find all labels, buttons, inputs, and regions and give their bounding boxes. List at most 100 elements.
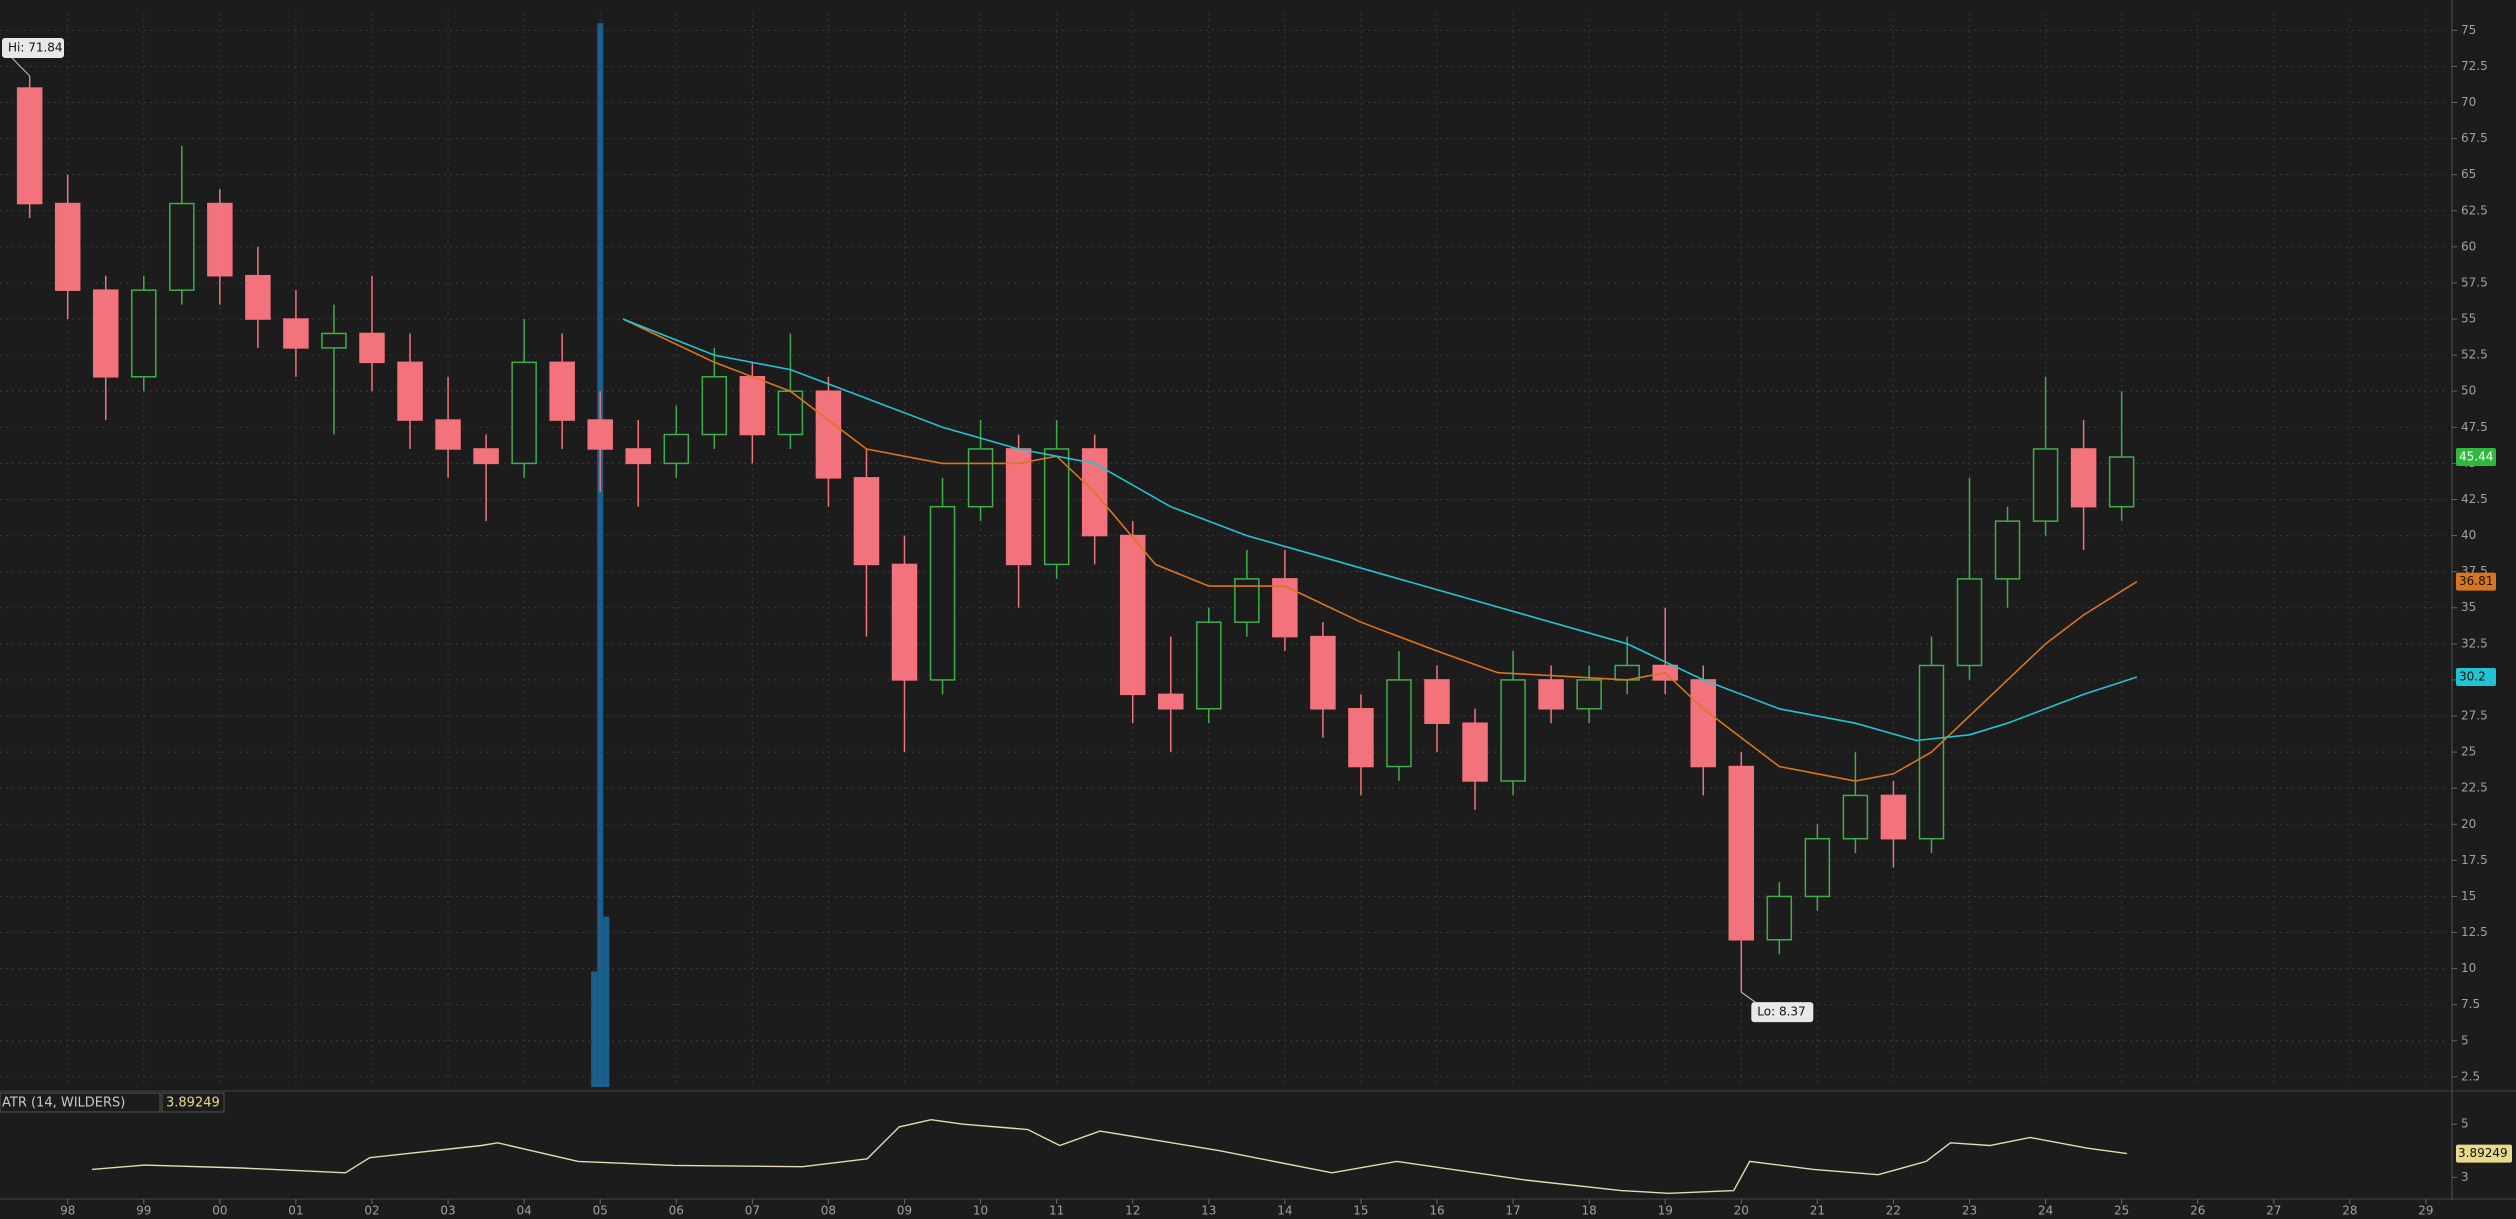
y-tick-label: 27.5: [2461, 709, 2488, 723]
candle-body: [701, 376, 728, 436]
volume-bar: [591, 971, 598, 1087]
x-tick-label: 04: [516, 1204, 531, 1218]
candle-body: [473, 448, 499, 465]
candle-body: [397, 361, 423, 421]
candle-body: [131, 289, 157, 378]
candle-body: [1804, 837, 1831, 898]
x-tick-label: 10: [973, 1204, 988, 1218]
moving-average-line: [622, 318, 2138, 742]
x-tick-label: 24: [2038, 1204, 2053, 1218]
candle-body: [929, 505, 956, 681]
candle-body: [1386, 679, 1412, 768]
candle-body: [739, 376, 766, 436]
candle-body: [359, 332, 385, 364]
candle-body: [1994, 520, 2021, 580]
candle-body: [1462, 722, 1488, 782]
y-tick-label: 65: [2461, 167, 2476, 181]
y-tick-label: 70: [2461, 95, 2476, 109]
atr-marker-label: 3.89249: [2458, 1146, 2508, 1160]
annotation: Hi: 71.84: [8, 40, 63, 54]
y-tick-label: 40: [2461, 528, 2476, 542]
x-tick-label: 18: [1582, 1204, 1597, 1218]
candle-body: [1157, 693, 1184, 710]
candle-body: [1880, 794, 1907, 840]
candle-body: [1538, 679, 1564, 710]
x-tick-label: 22: [1886, 1204, 1901, 1218]
volume-bar: [603, 916, 610, 1087]
candle-body: [1766, 895, 1793, 941]
candle-body: [245, 274, 271, 320]
atr-value-box: [161, 1092, 225, 1113]
candle-body: [663, 433, 690, 465]
x-tick-label: 98: [60, 1204, 75, 1218]
y-tick-label: 7.5: [2461, 997, 2480, 1011]
candle-body: [54, 202, 81, 291]
candle-body: [1728, 765, 1755, 941]
annotation-box: [2, 37, 64, 58]
candle-body: [511, 361, 537, 465]
x-tick-label: 28: [2342, 1204, 2357, 1218]
y-tick-label: 42.5: [2461, 492, 2488, 506]
atr-title: ATR (14, WILDERS): [2, 1096, 125, 1111]
y-tick-label: 57.5: [2461, 275, 2488, 289]
price-marker-label: 36.81: [2459, 574, 2493, 588]
atr-title-box: [0, 1092, 161, 1113]
atr-tick-label: 5: [2461, 1117, 2469, 1131]
candle-body: [1576, 679, 1602, 710]
candle-body: [1005, 448, 1032, 566]
y-tick-label: 17.5: [2461, 853, 2488, 867]
annotation-leader: [1740, 991, 1756, 1003]
x-tick-label: 03: [440, 1204, 455, 1218]
y-tick-label: 67.5: [2461, 131, 2488, 145]
y-tick-label: 5: [2461, 1033, 2469, 1047]
candle-body: [321, 332, 347, 349]
candle-body: [1956, 578, 1983, 667]
y-tick-label: 75: [2461, 23, 2476, 37]
atr-tick-label: 3: [2461, 1170, 2469, 1184]
x-tick-label: 25: [2114, 1204, 2129, 1218]
candle-body: [1424, 679, 1450, 724]
y-tick-label: 50: [2461, 384, 2476, 398]
annotation: Lo: 8.37: [1757, 1005, 1805, 1019]
x-tick-label: 11: [1049, 1204, 1064, 1218]
y-tick-label: 20: [2461, 817, 2476, 831]
atr-marker-box: [2456, 1144, 2512, 1163]
atr-current-value: 3.89249: [166, 1096, 220, 1111]
candle-body: [1500, 679, 1526, 782]
candle-body: [967, 448, 994, 508]
x-tick-label: 15: [1353, 1204, 1368, 1218]
y-tick-label: 32.5: [2461, 636, 2488, 650]
y-tick-label: 62.5: [2461, 203, 2488, 217]
x-tick-label: 29: [2418, 1204, 2433, 1218]
candle-body: [207, 202, 233, 277]
candle-body: [625, 448, 651, 465]
price-marker-box: [2456, 572, 2496, 591]
x-tick-label: 02: [364, 1204, 379, 1218]
candle-body: [587, 419, 613, 450]
y-tick-label: 60: [2461, 239, 2476, 253]
candle-body: [169, 202, 195, 291]
y-tick-label: 22.5: [2461, 781, 2488, 795]
y-tick-label: 15: [2461, 889, 2476, 903]
y-tick-label: 12.5: [2461, 925, 2488, 939]
candle-body: [1119, 534, 1146, 696]
x-tick-label: 12: [1125, 1204, 1140, 1218]
volume-bar: [597, 23, 604, 1087]
moving-average-line: [622, 318, 2138, 782]
x-tick-label: 23: [1962, 1204, 1977, 1218]
candle-body: [2108, 456, 2135, 508]
y-tick-label: 10: [2461, 961, 2476, 975]
x-tick-label: 05: [593, 1204, 608, 1218]
candle-body: [1196, 621, 1222, 710]
candle-body: [1272, 578, 1298, 638]
y-tick-label: 35: [2461, 600, 2476, 614]
price-marker-label: 45.44: [2459, 450, 2493, 464]
candle-body: [92, 289, 119, 378]
candle-body: [1348, 708, 1374, 768]
candle-body: [16, 87, 43, 205]
candle-body: [435, 419, 461, 450]
x-tick-label: 01: [288, 1204, 303, 1218]
x-tick-label: 26: [2190, 1204, 2205, 1218]
annotation-leader: [11, 57, 31, 77]
